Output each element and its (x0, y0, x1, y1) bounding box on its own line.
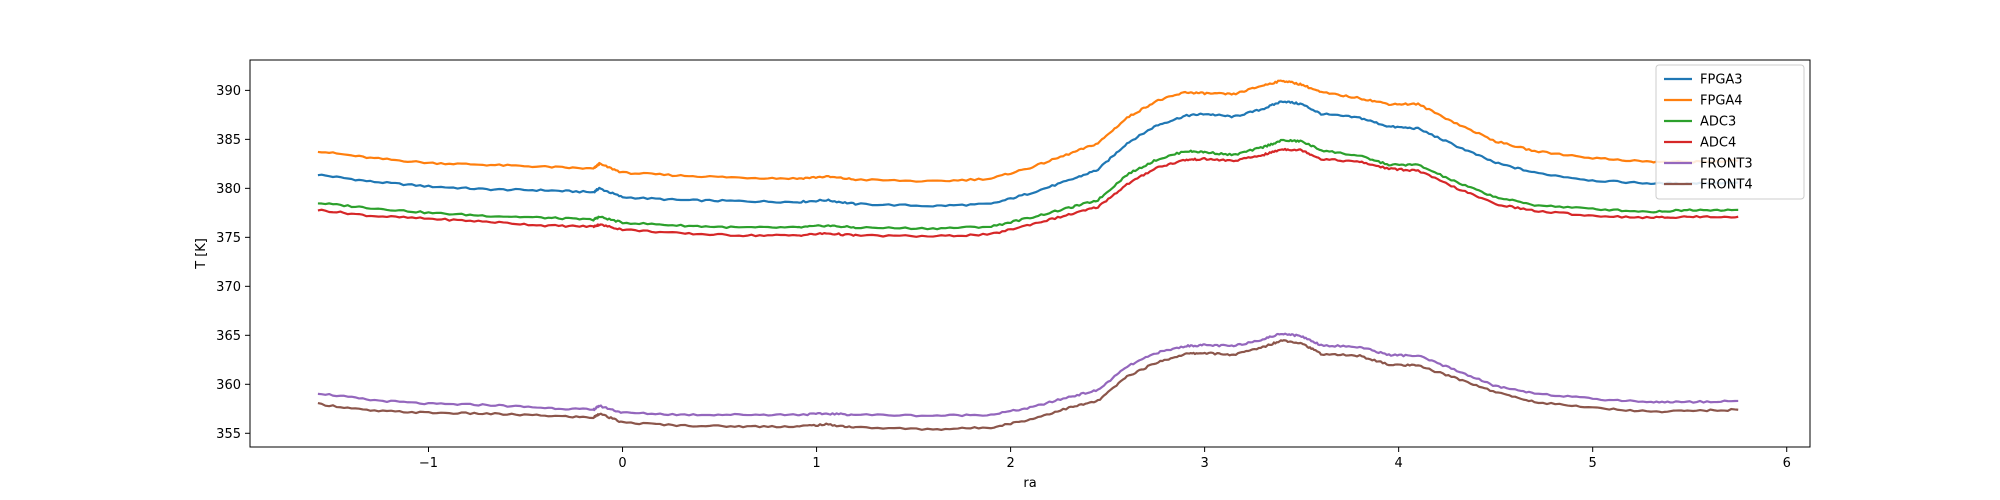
series-line-adc3 (317, 138, 1739, 231)
y-tick-label: 380 (216, 182, 241, 197)
series-line-fpga3 (317, 100, 1739, 208)
y-tick-label: 360 (216, 378, 241, 393)
series-lines (317, 79, 1739, 431)
series-line-front3 (317, 332, 1739, 418)
legend-label-front3: FRONT3 (1700, 157, 1753, 172)
y-tick-label: 365 (216, 329, 241, 344)
legend-label-adc3: ADC3 (1700, 115, 1736, 130)
legend-label-fpga4: FPGA4 (1700, 94, 1743, 109)
legend: FPGA3 FPGA4 ADC3 ADC4 FRONT3 FRONT4 (1655, 64, 1805, 200)
x-tick-label: 3 (1200, 456, 1208, 471)
y-tick-label: 385 (216, 133, 241, 148)
legend-label-front4: FRONT4 (1700, 178, 1753, 193)
y-axis-ticks: 355 360 365 370 375 380 385 390 (216, 84, 250, 442)
legend-label-adc4: ADC4 (1700, 136, 1736, 151)
y-tick-label: 375 (216, 231, 241, 246)
y-tick-label: 355 (216, 427, 241, 442)
series-line-adc4 (317, 147, 1739, 238)
x-tick-label: 6 (1783, 456, 1791, 471)
y-axis-label: T [K] (194, 238, 209, 270)
x-axis-ticks: −1 0 1 2 3 4 5 6 (419, 447, 1791, 471)
x-tick-label: 2 (1006, 456, 1014, 471)
series-line-front4 (317, 339, 1739, 431)
series-line-fpga4 (317, 79, 1739, 183)
x-tick-label: 5 (1589, 456, 1597, 471)
y-tick-label: 390 (216, 84, 241, 99)
x-axis-label: ra (1023, 476, 1036, 491)
legend-label-fpga3: FPGA3 (1700, 73, 1743, 88)
plot-area-frame (249, 59, 1811, 448)
x-tick-label: 0 (618, 456, 626, 471)
x-tick-label: 4 (1395, 456, 1403, 471)
y-tick-label: 370 (216, 280, 241, 295)
x-tick-label: 1 (812, 456, 820, 471)
x-tick-label: −1 (419, 456, 438, 471)
legend-box (1655, 64, 1805, 200)
